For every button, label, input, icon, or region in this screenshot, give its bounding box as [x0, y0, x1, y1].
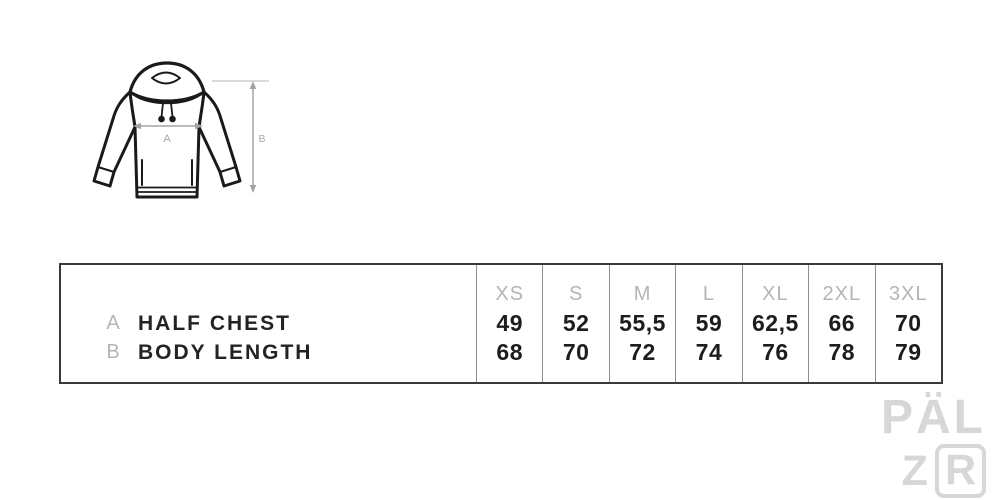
brand-logo: PÄL Z R	[881, 394, 986, 498]
size-column-2xl: 2XL 66 78	[808, 265, 874, 382]
size-table: A HALF CHEST B BODY LENGTH XS 49 68 S 52…	[59, 263, 943, 384]
left-sleeve-shape	[92, 90, 137, 188]
measure-arrow-b: B	[212, 80, 269, 193]
size-column-l: L 59 74	[675, 265, 741, 382]
half-chest-value: 59	[695, 310, 723, 336]
measurement-labels-cell: A HALF CHEST B BODY LENGTH	[61, 265, 476, 382]
half-chest-value: 52	[562, 310, 590, 336]
body-length-value: 72	[629, 339, 656, 365]
collar-seam	[133, 94, 201, 105]
body-length-value: 74	[695, 339, 723, 365]
right-sleeve-shape	[197, 90, 242, 188]
arrowhead-up-icon	[249, 81, 257, 89]
half-chest-value: 70	[894, 310, 922, 336]
size-column-m: M 55,5 72	[608, 265, 675, 382]
size-header: M	[633, 282, 652, 305]
measure-label-a: A	[163, 133, 171, 145]
hoodie-diagram: A B	[92, 61, 269, 199]
row-label-body-length: B BODY LENGTH	[105, 341, 476, 365]
logo-text-top: PÄL	[881, 391, 986, 444]
row-label-text-b: BODY LENGTH	[138, 340, 313, 364]
arrowhead-right-icon	[195, 122, 203, 130]
size-header: XS	[495, 282, 525, 305]
size-column-xl: XL 62,5 76	[741, 265, 808, 382]
size-header: 3XL	[888, 282, 928, 305]
arrowhead-down-icon	[249, 185, 257, 193]
size-column-s: S 52 70	[542, 265, 608, 382]
hood-opening	[151, 71, 181, 85]
hoodie-outline	[92, 61, 242, 199]
drawstring-left	[160, 102, 164, 118]
drawstring-right	[170, 102, 174, 118]
measure-key-b: B	[106, 341, 120, 363]
drawstring-aglet-right	[169, 115, 176, 123]
half-chest-value: 49	[496, 310, 523, 336]
size-header: S	[568, 282, 584, 305]
size-column-xs: XS 49 68	[476, 265, 542, 382]
body-length-value: 68	[496, 339, 523, 365]
half-chest-value: 55,5	[619, 310, 666, 336]
size-header: 2XL	[822, 282, 862, 305]
row-label-half-chest: A HALF CHEST	[105, 312, 476, 336]
size-column-3xl: 3XL 70 79	[874, 265, 941, 382]
size-header: L	[702, 282, 716, 305]
logo-letter-z: Z	[901, 446, 928, 495]
drawstring-aglet-left	[158, 115, 165, 123]
body-shape	[128, 90, 206, 199]
body-length-value: 78	[828, 339, 856, 365]
logo-letter-r: R	[934, 444, 986, 498]
measure-key-a: A	[106, 312, 120, 334]
logo-text-bottom: Z R	[881, 444, 986, 498]
size-header: XL	[762, 282, 789, 305]
measure-label-b: B	[259, 133, 266, 145]
arrowhead-left-icon	[133, 122, 141, 130]
half-chest-value: 66	[828, 310, 856, 336]
row-label-text-a: HALF CHEST	[138, 311, 291, 335]
right-cuff-seam	[219, 166, 237, 173]
body-length-value: 76	[762, 339, 789, 365]
left-cuff-seam	[97, 166, 115, 173]
half-chest-value: 62,5	[752, 310, 799, 336]
measure-arrow-a: A	[133, 122, 203, 145]
body-length-value: 70	[562, 339, 590, 365]
body-length-value: 79	[894, 339, 922, 365]
